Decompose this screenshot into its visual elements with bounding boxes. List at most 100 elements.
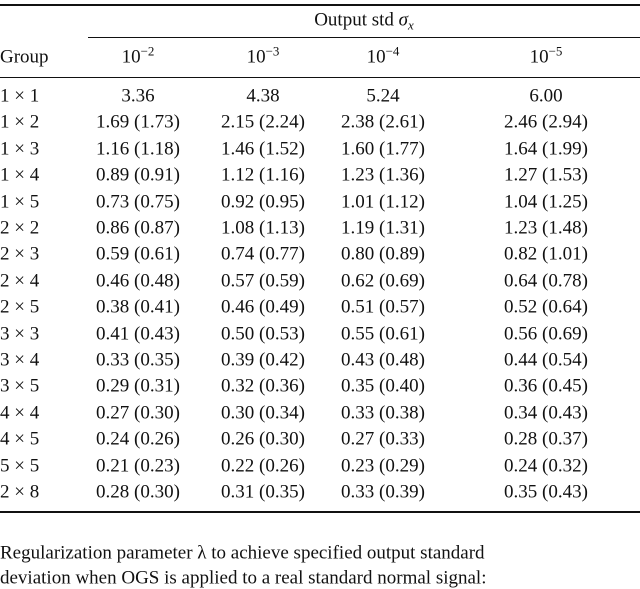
table-cell: 0.33 (0.35): [96, 349, 180, 371]
table-cell: 2.38 (2.61): [341, 111, 425, 133]
table-cell: 1.08 (1.13): [221, 217, 305, 239]
table-cell: 1.04 (1.25): [504, 191, 588, 213]
table-cell: 0.31 (0.35): [221, 481, 305, 503]
table-cell: 0.44 (0.54): [504, 349, 588, 371]
caption-line: deviation when OGS is applied to a real …: [0, 567, 487, 589]
spanner-text: Output std: [314, 9, 394, 31]
column-header: 10−4: [366, 45, 400, 68]
table-cell: 1.16 (1.18): [96, 138, 180, 160]
table-cell: 2.15 (2.24): [221, 111, 305, 133]
table-cell: 0.30 (0.34): [221, 402, 305, 424]
table-cell: 0.34 (0.43): [504, 402, 588, 424]
table-cell: 0.51 (0.57): [341, 296, 425, 318]
column-header: 10−5: [529, 45, 563, 68]
group-label: 2 × 8: [0, 481, 40, 503]
table-cell: 0.21 (0.23): [96, 455, 180, 477]
spanner: Output std σx: [314, 9, 414, 33]
table-cell: 0.82 (1.01): [504, 243, 588, 265]
table-cell: 0.41 (0.43): [96, 323, 180, 345]
table-cell: 0.89 (0.91): [96, 164, 180, 186]
column-header-exponent: −2: [141, 44, 155, 59]
group-label: 5 × 5: [0, 455, 40, 477]
table-cell: 0.24 (0.26): [96, 428, 180, 450]
header-rule: [0, 77, 640, 78]
table-cell: 4.38: [246, 85, 280, 107]
table-cell: 1.19 (1.31): [341, 217, 425, 239]
table-cell: 6.00: [529, 85, 563, 107]
bottom-rule: [0, 511, 640, 513]
table-cell: 1.01 (1.12): [341, 191, 425, 213]
table-cell: 0.56 (0.69): [504, 323, 588, 345]
column-header: 10−3: [246, 45, 280, 68]
table-cell: 0.22 (0.26): [221, 455, 305, 477]
column-header-exponent: −5: [549, 44, 563, 59]
spanner-symbol: σ: [398, 9, 409, 31]
table-cell: 0.59 (0.61): [96, 243, 180, 265]
spanner-subscript: x: [408, 17, 414, 33]
table-cell: 5.24: [366, 85, 400, 107]
table-cell: 0.35 (0.40): [341, 375, 425, 397]
column-header-exponent: −3: [266, 44, 280, 59]
group-label: 4 × 4: [0, 402, 40, 424]
exponent-text: −4: [385, 43, 400, 59]
spanner-rule: [88, 37, 640, 38]
table-cell: 0.50 (0.53): [221, 323, 305, 345]
group-label: 1 × 2: [0, 111, 40, 133]
group-label: 2 × 2: [0, 217, 40, 239]
table-cell: 0.92 (0.95): [221, 191, 305, 213]
column-header-base: 10: [529, 46, 549, 68]
table-cell: 0.46 (0.49): [221, 296, 305, 318]
table-cell: 1.23 (1.36): [341, 164, 425, 186]
table-cell: 0.39 (0.42): [221, 349, 305, 371]
group-label: 1 × 1: [0, 85, 40, 107]
table-cell: 0.64 (0.78): [504, 270, 588, 292]
group-label: 4 × 5: [0, 428, 40, 450]
group-label: 3 × 4: [0, 349, 40, 371]
group-label: 1 × 3: [0, 138, 40, 160]
table-cell: 0.52 (0.64): [504, 296, 588, 318]
table-cell: 0.29 (0.31): [96, 375, 180, 397]
table-cell: 0.28 (0.30): [96, 481, 180, 503]
table-cell: 0.26 (0.30): [221, 428, 305, 450]
table-cell: 0.74 (0.77): [221, 243, 305, 265]
table-cell: 0.73 (0.75): [96, 191, 180, 213]
table-cell: 0.46 (0.48): [96, 270, 180, 292]
group-label: 3 × 5: [0, 375, 40, 397]
table-cell: 2.46 (2.94): [504, 111, 588, 133]
table-cell: 0.24 (0.32): [504, 455, 588, 477]
table-cell: 1.46 (1.52): [221, 138, 305, 160]
exponent-text: −2: [140, 43, 155, 59]
table-cell: 1.69 (1.73): [96, 111, 180, 133]
table-cell: 1.60 (1.77): [341, 138, 425, 160]
table-cell: 0.33 (0.38): [341, 402, 425, 424]
table-cell: 0.23 (0.29): [341, 455, 425, 477]
table-cell: 1.27 (1.53): [504, 164, 588, 186]
table-cell: 0.33 (0.39): [341, 481, 425, 503]
table-cell: 0.27 (0.33): [341, 428, 425, 450]
column-header: 10−2: [121, 45, 155, 68]
table-cell: 0.35 (0.43): [504, 481, 588, 503]
column-header-base: 10: [246, 46, 266, 68]
table-cell: 0.57 (0.59): [221, 270, 305, 292]
table-cell: 0.27 (0.30): [96, 402, 180, 424]
top-rule: [0, 4, 640, 6]
exponent-text: −3: [265, 43, 280, 59]
group-label: 1 × 5: [0, 191, 40, 213]
column-header-exponent: −4: [386, 44, 400, 59]
table-cell: 0.28 (0.37): [504, 428, 588, 450]
table-cell: 3.36: [121, 85, 155, 107]
column-header-base: 10: [366, 46, 386, 68]
table-cell: 0.62 (0.69): [341, 270, 425, 292]
table-cell: 0.86 (0.87): [96, 217, 180, 239]
group-header: Group: [0, 46, 49, 68]
group-label: 2 × 4: [0, 270, 40, 292]
table-cell: 0.36 (0.45): [504, 375, 588, 397]
column-header-base: 10: [121, 46, 141, 68]
table-cell: 0.38 (0.41): [96, 296, 180, 318]
table-cell: 1.23 (1.48): [504, 217, 588, 239]
table-cell: 0.43 (0.48): [341, 349, 425, 371]
group-label: 2 × 3: [0, 243, 40, 265]
group-label: 1 × 4: [0, 164, 40, 186]
caption-line: Regularization parameter λ to achieve sp…: [0, 542, 485, 564]
